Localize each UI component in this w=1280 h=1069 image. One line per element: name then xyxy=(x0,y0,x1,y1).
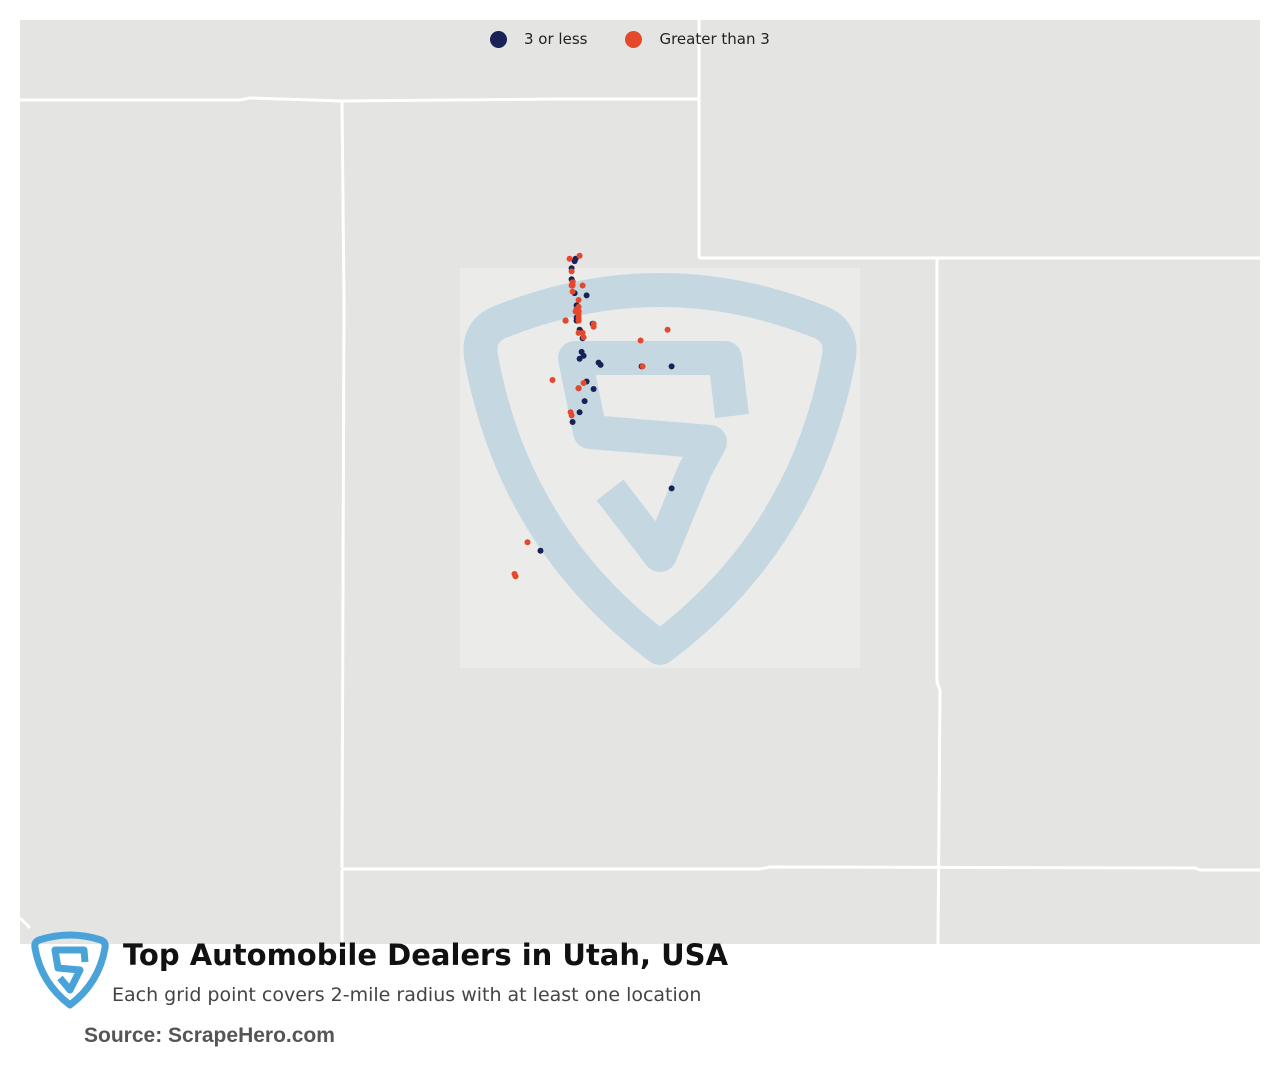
state-borders xyxy=(18,20,1260,945)
legend-item-high: Greater than 3 xyxy=(625,30,770,48)
dealer-point-high xyxy=(549,377,556,383)
legend-dot-low-icon xyxy=(490,30,507,48)
dealer-point-high xyxy=(579,282,586,289)
legend-dot-high-icon xyxy=(625,30,643,48)
dealer-point-high xyxy=(576,252,583,259)
dealer-point-high xyxy=(580,334,587,341)
legend: 3 or less Greater than 3 xyxy=(490,30,808,48)
dealer-point-high xyxy=(569,282,576,289)
dealer-points xyxy=(511,252,675,580)
dealer-point-high xyxy=(637,337,644,344)
map-title: Top Automobile Dealers in Utah, USA xyxy=(123,938,729,972)
dealer-point-high xyxy=(580,380,587,386)
dealer-point-low xyxy=(569,419,576,425)
border-southwest xyxy=(18,916,32,930)
dealer-point-low xyxy=(571,258,578,265)
dealer-point-high xyxy=(575,385,582,392)
map-subtitle: Each grid point covers 2-mile radius wit… xyxy=(112,984,702,1006)
scrapehero-logo-icon xyxy=(31,931,109,1009)
dealer-point-high xyxy=(566,255,573,262)
dealer-point-high xyxy=(575,297,582,303)
legend-item-low: 3 or less xyxy=(490,30,587,48)
dealer-point-high xyxy=(639,363,646,370)
border-arizona-north xyxy=(342,865,1260,872)
border-west-utah xyxy=(340,100,346,869)
dealer-point-high xyxy=(575,317,582,324)
dealer-point-high xyxy=(568,268,575,275)
dealer-point-low xyxy=(537,547,544,554)
dealer-point-high xyxy=(664,326,671,333)
dealer-point-high xyxy=(579,329,586,336)
source-credit: Source: ScrapeHero.com xyxy=(84,1024,335,1047)
dealer-point-high xyxy=(562,317,569,324)
dealer-point-low xyxy=(668,363,675,370)
dealer-point-low xyxy=(590,386,597,392)
dealer-point-low xyxy=(581,398,588,405)
dealer-point-high xyxy=(590,323,597,330)
dealer-point-low xyxy=(576,409,583,416)
border-idaho-nevada xyxy=(20,96,699,103)
dealer-point-high xyxy=(567,409,574,416)
legend-label-high: Greater than 3 xyxy=(659,30,770,48)
dealer-point-high xyxy=(511,571,518,577)
watermark-logo xyxy=(460,268,860,668)
dealer-point-low xyxy=(597,361,604,368)
dealer-point-low xyxy=(668,485,675,492)
dealer-point-low xyxy=(583,292,590,299)
border-colorado-west xyxy=(935,258,942,945)
dealer-point-high xyxy=(569,288,576,295)
dealer-point-high xyxy=(524,539,531,546)
dealer-point-low xyxy=(576,355,583,362)
legend-label-low: 3 or less xyxy=(524,30,588,48)
